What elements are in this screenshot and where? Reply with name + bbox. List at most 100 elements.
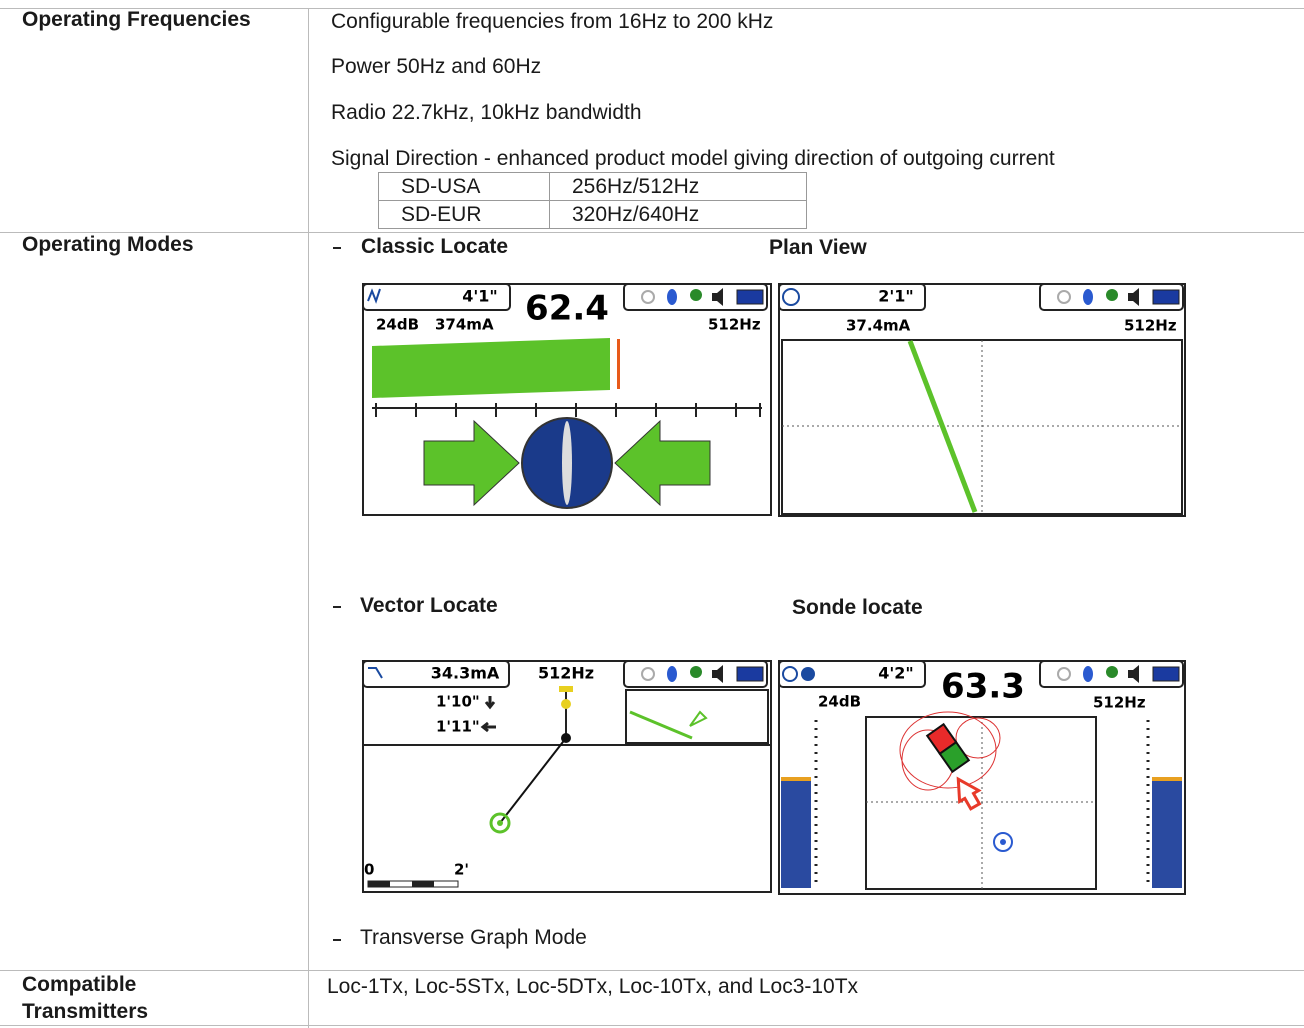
screen-graphic [712,665,723,683]
screen-graphic [1106,666,1118,678]
screen-graphic [559,686,573,692]
current: 34.3mA [431,664,500,683]
row-label: Operating Modes [22,233,194,256]
screen-graphic [362,283,511,311]
bullet [333,939,341,941]
depth: 2'1" [878,287,914,306]
plan-screen: 2'1" 37.4mA 512Hz [778,283,1186,517]
mode-title: Classic Locate [361,235,509,258]
screen-graphic [423,419,520,507]
screen-graphic [1083,289,1093,305]
screen-graphic [907,340,978,513]
line: Power 50Hz and 60Hz [331,55,542,78]
bullet [333,606,341,608]
mode-title: Transverse Graph Mode [360,926,587,949]
cell: 320Hz/640Hz [549,200,807,229]
row-label: Compatible Transmitters [22,973,149,1023]
screen-graphic [667,289,677,305]
line: Configurable frequencies from 16Hz to 20… [331,10,774,33]
screen-graphic [375,403,761,417]
screen-graphic [1152,666,1180,682]
cell: SD-EUR [378,200,550,229]
line: Signal Direction - enhanced product mode… [331,147,1055,170]
screen-graphic [782,340,1182,514]
screen-graphic [1057,667,1071,681]
cell: 256Hz/512Hz [549,172,807,201]
screen-graphic [1152,289,1180,305]
screen-graphic [629,710,693,740]
screen-graphic [781,780,811,888]
sonde-screen: 4'2" 63.3 24dB 512Hz [778,660,1186,895]
screen-graphic [484,696,496,710]
screen-graphic [955,717,1001,759]
screen-graphic [1106,289,1118,301]
vector-screen: 34.3mA 512Hz 1'10" 1'11" 0 2' [362,660,772,893]
screen-graphic [367,288,381,304]
screen-graphic [1128,665,1139,683]
screen-graphic [1057,290,1071,304]
screen-graphic [866,717,1096,889]
screen-graphic [499,737,567,824]
classic-screen: 4'1" 62.4 24dB 374mA 512Hz [362,283,772,516]
current: 37.4mA [846,317,911,335]
mode-title: Plan View [769,236,867,259]
mode-title: Sonde locate [792,596,923,619]
row-label: Operating Frequencies [22,8,251,31]
line: Radio 22.7kHz, 10kHz bandwidth [331,101,642,124]
screen-graphic [712,288,723,306]
scale-start: 0 [364,861,374,879]
screen-graphic [956,776,982,811]
screen-graphic [561,699,571,709]
depth: 4'2" [878,664,914,683]
screen-graphic [938,740,971,774]
line: Loc-1Tx, Loc-5STx, Loc-5DTx, Loc-10Tx, a… [327,975,859,998]
screen-graphic [690,289,702,301]
screen-graphic [412,881,434,887]
screen-graphic [497,820,503,826]
screen-graphic [1128,288,1139,306]
screen-graphic [362,660,510,688]
screen-graphic [667,666,677,682]
screen-graphic [925,722,971,774]
frequency: 512Hz [538,664,594,683]
reading: 62.4 [525,289,609,329]
gain: 24dB [818,693,861,711]
frequency: 512Hz [708,316,761,334]
bullet [333,247,341,249]
column-rule [308,8,309,1028]
rule [0,8,1304,9]
screen-graphic [614,419,711,507]
screen-graphic [641,290,655,304]
screen-graphic [736,289,764,305]
screen-graphic [617,339,620,389]
screen-graphic [778,660,926,688]
screen-graphic [690,666,702,678]
rule [0,970,1304,971]
screen-graphic [782,666,798,682]
sub-table: SD-USA 256Hz/512Hz SD-EUR 320Hz/640Hz [378,172,807,229]
frequency: 512Hz [1124,317,1177,335]
screen-graphic [489,812,511,834]
screen-graphic [562,421,572,505]
screen-graphic [368,881,390,887]
depth: 4'1" [462,287,498,306]
screen-graphic [736,666,764,682]
screen-graphic [1083,666,1093,682]
screen-graphic [782,288,800,306]
screen-graphic [689,710,708,727]
current: 374mA [435,316,494,334]
screen-graphic [480,721,496,733]
mode-title: Vector Locate [360,594,498,617]
screen-graphic [368,667,383,679]
screen-graphic [1152,780,1182,888]
rule [0,1025,1304,1026]
screen-graphic [801,667,815,681]
frequency: 512Hz [1093,694,1146,712]
offset: 1'11" [436,718,480,736]
depth: 1'10" [436,693,480,711]
screen-graphic [641,667,655,681]
rule [0,232,1304,233]
screen-graphic [899,711,997,789]
cell: SD-USA [378,172,550,201]
